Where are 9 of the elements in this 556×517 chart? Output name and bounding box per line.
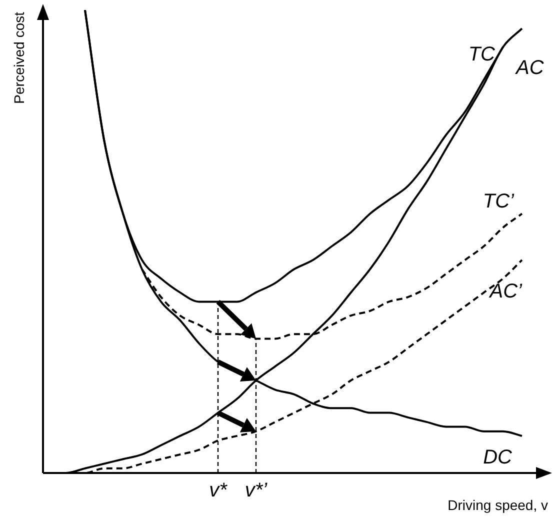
series-label: AC (515, 57, 544, 80)
x-tick-label: v*’ (244, 480, 268, 502)
y-axis-title: Perceived cost (10, 12, 27, 104)
series-label: AC’ (488, 280, 523, 303)
x-axis-title: Driving speed, v (448, 497, 548, 513)
series-label: TC (468, 44, 496, 66)
x-tick-label: v* (209, 480, 228, 502)
series-label: DC (483, 446, 513, 469)
series-label: TC’ (482, 190, 515, 212)
